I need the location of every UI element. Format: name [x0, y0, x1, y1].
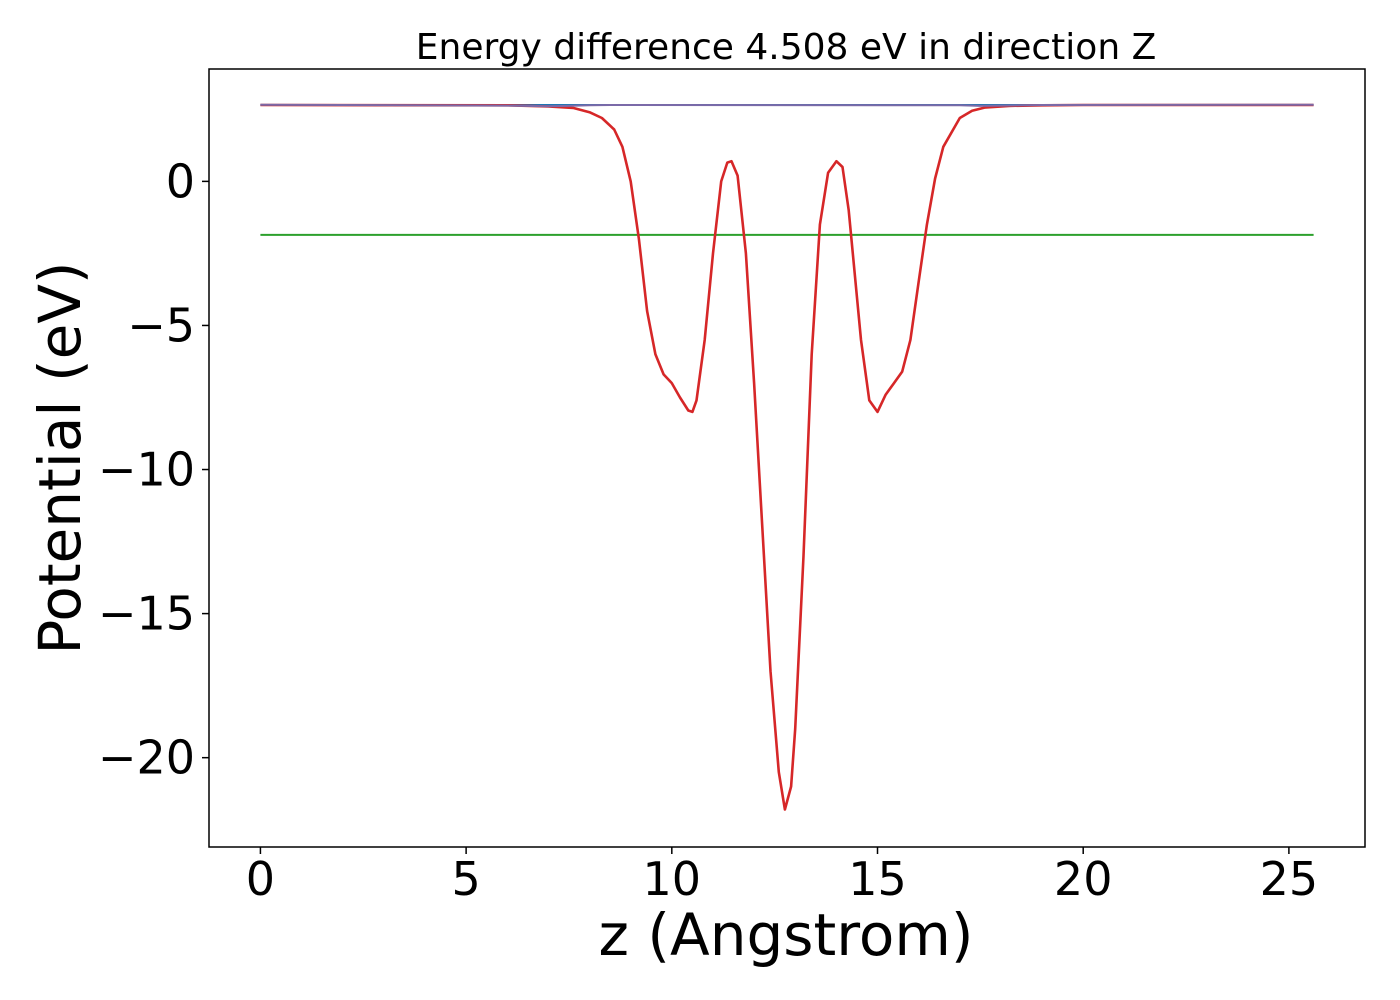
- y-axis-label: Potential (eV): [26, 261, 94, 654]
- chart-title: Energy difference 4.508 eV in direction …: [416, 27, 1157, 68]
- series-line-2: [260, 103, 1314, 811]
- y-tick-label: −10: [98, 443, 195, 497]
- y-tick-label: −5: [127, 298, 195, 352]
- y-tick-label: −20: [98, 731, 195, 785]
- x-tick-label: 20: [1054, 852, 1113, 906]
- x-tick-label: 15: [848, 852, 907, 906]
- x-tick-label: 10: [643, 852, 702, 906]
- series-group: [260, 103, 1314, 811]
- series-line-3: [260, 103, 1314, 108]
- x-axis-ticks: 0 5 10 15 20 25: [246, 847, 1318, 906]
- x-tick-label: 25: [1260, 852, 1319, 906]
- x-tick-label: 5: [451, 852, 480, 906]
- plot-area-frame: [208, 68, 1366, 848]
- y-tick-label: −15: [98, 587, 195, 641]
- x-tick-label: 0: [246, 852, 275, 906]
- y-tick-label: 0: [166, 154, 195, 208]
- y-axis-ticks: 0 −5 −10 −15 −20: [98, 154, 209, 785]
- x-axis-label: z (Angstrom): [599, 901, 974, 969]
